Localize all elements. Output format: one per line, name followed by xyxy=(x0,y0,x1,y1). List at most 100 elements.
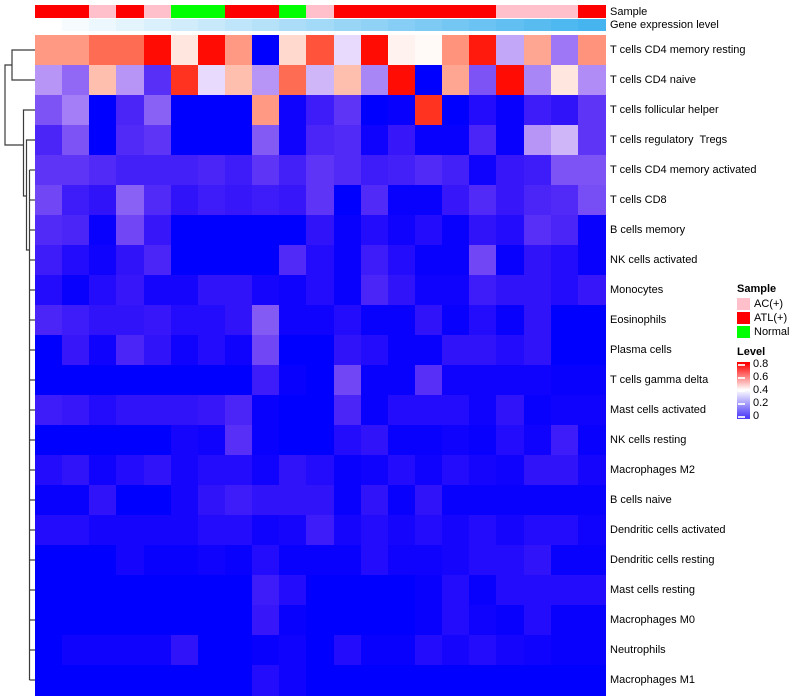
heatmap-cell xyxy=(170,215,199,246)
heatmap-cell xyxy=(306,365,335,396)
heatmap-cell xyxy=(333,275,362,306)
heatmap-cell xyxy=(62,515,90,546)
heatmap-cell xyxy=(252,485,280,516)
heatmap-cell xyxy=(225,125,253,156)
heatmap-cell xyxy=(35,35,63,66)
heatmap-cell xyxy=(577,335,606,366)
heatmap-cell xyxy=(496,575,525,606)
heatmap-cell xyxy=(523,485,552,516)
heatmap-cell xyxy=(143,635,172,666)
row-label: Neutrophils xyxy=(610,644,666,656)
heatmap-cell xyxy=(62,485,90,516)
sample-bar-label: Sample xyxy=(610,5,648,18)
heatmap-cell xyxy=(442,545,470,576)
gene-expression-cell xyxy=(306,19,335,31)
heatmap-cell xyxy=(225,335,253,366)
sample-annotation-cell xyxy=(170,5,199,18)
heatmap-cell xyxy=(143,95,172,126)
sample-annotation-cell xyxy=(225,5,253,18)
legend-color-swatch xyxy=(737,326,750,338)
heatmap-cell xyxy=(197,665,226,696)
heatmap-cell xyxy=(333,125,362,156)
heatmap-cell xyxy=(360,425,389,456)
heatmap-cell xyxy=(523,125,552,156)
legend: Sample AC(+) ATL(+) Normal Level 0.8 0.6 0.4… xyxy=(737,283,799,423)
heatmap-cell xyxy=(333,515,362,546)
row-label: T cells CD4 memory resting xyxy=(610,44,746,56)
heatmap-cell xyxy=(469,665,498,696)
heatmap-cell xyxy=(279,485,308,516)
heatmap-cell xyxy=(116,155,145,186)
heatmap-cell xyxy=(360,365,389,396)
heatmap-cell xyxy=(523,575,552,606)
heatmap-cell xyxy=(442,485,470,516)
heatmap-cell xyxy=(197,635,226,666)
heatmap-cell xyxy=(360,485,389,516)
heatmap-cell xyxy=(62,335,90,366)
heatmap-cell xyxy=(496,335,525,366)
heatmap-cell xyxy=(387,35,416,66)
heatmap-cell xyxy=(442,365,470,396)
heatmap-cell xyxy=(360,635,389,666)
heatmap-cell xyxy=(279,155,308,186)
legend-sample-item: Normal xyxy=(737,325,799,339)
heatmap-cell xyxy=(35,245,63,276)
heatmap-cell xyxy=(35,455,63,486)
gene-expression-cell xyxy=(116,19,145,31)
heatmap-cell xyxy=(333,575,362,606)
heatmap-cell xyxy=(442,605,470,636)
heatmap-cell xyxy=(170,455,199,486)
sample-annotation-cell xyxy=(306,5,335,18)
heatmap-cell xyxy=(496,365,525,396)
heatmap-cell xyxy=(225,275,253,306)
heatmap-cell xyxy=(197,215,226,246)
heatmap-cell xyxy=(523,65,552,96)
heatmap-cell xyxy=(442,215,470,246)
sample-annotation-cell xyxy=(89,5,118,18)
heatmap-cell xyxy=(442,575,470,606)
heatmap-cell xyxy=(225,575,253,606)
heatmap-cell xyxy=(496,395,525,426)
heatmap-cell xyxy=(279,665,308,696)
heatmap-cell xyxy=(306,305,335,336)
heatmap-cell xyxy=(469,635,498,666)
heatmap-cell xyxy=(523,365,552,396)
heatmap-cell xyxy=(577,635,606,666)
heatmap-cell xyxy=(116,185,145,216)
heatmap-cell xyxy=(387,515,416,546)
heatmap-cell xyxy=(415,215,443,246)
heatmap-cell xyxy=(89,95,118,126)
heatmap-cell xyxy=(415,635,443,666)
heatmap-cell xyxy=(35,185,63,216)
heatmap-cell xyxy=(279,335,308,366)
heatmap-cell xyxy=(496,155,525,186)
heatmap-cell xyxy=(442,425,470,456)
heatmap-cell xyxy=(197,65,226,96)
heatmap-cell xyxy=(415,65,443,96)
heatmap-cell xyxy=(62,275,90,306)
heatmap-cell xyxy=(62,245,90,276)
heatmap-cell xyxy=(197,425,226,456)
heatmap-cell xyxy=(333,665,362,696)
heatmap-cell xyxy=(170,425,199,456)
heatmap-cell xyxy=(225,455,253,486)
heatmap-cell xyxy=(306,35,335,66)
heatmap-cell xyxy=(143,605,172,636)
heatmap-cell xyxy=(360,455,389,486)
gene-expression-cell xyxy=(197,19,226,31)
heatmap-cell xyxy=(577,305,606,336)
heatmap-cell xyxy=(577,95,606,126)
heatmap-cell xyxy=(387,425,416,456)
heatmap-cell xyxy=(225,215,253,246)
heatmap-cell xyxy=(523,455,552,486)
heatmap-cell xyxy=(469,455,498,486)
dendrogram-branch xyxy=(25,139,35,251)
heatmap-cell xyxy=(116,125,145,156)
heatmap-cell xyxy=(89,305,118,336)
heatmap-cell xyxy=(360,665,389,696)
heatmap-cell xyxy=(523,245,552,276)
heatmap-cell xyxy=(360,605,389,636)
heatmap-cell xyxy=(360,335,389,366)
heatmap-cell xyxy=(225,605,253,636)
heatmap-cell xyxy=(550,275,579,306)
